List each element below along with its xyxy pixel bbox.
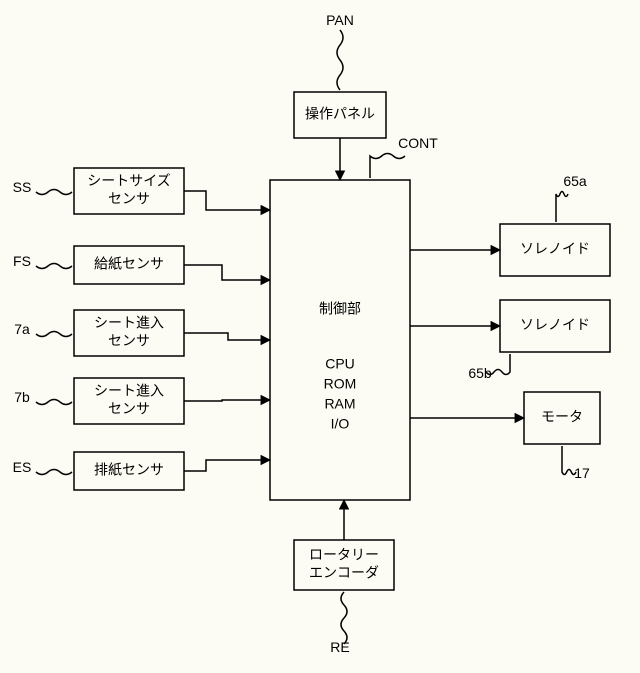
node-rotary: ロータリーエンコーダ [294,540,394,590]
node-left_7a: シート進入センサ [74,310,184,356]
edge [184,460,270,471]
node-left_es: 排紙センサ [74,452,184,490]
leader-es [36,470,72,475]
left_ss-line: シートサイズ [87,173,171,189]
leader-65a [556,192,568,223]
edge [184,400,270,401]
right_17-line: モータ [541,409,583,425]
left_fs-line: 給紙センサ [94,256,164,272]
rotary-line: ロータリー [309,547,379,563]
rotary-line: エンコーダ [309,565,379,581]
edge [184,191,270,210]
leader-cont [370,154,405,179]
label-7b_label: 7b [14,389,30,405]
label-re_label: RE [330,639,349,655]
label-7a_label: 7a [14,321,30,337]
controller-line: CPU [325,356,355,372]
leader-fs [36,264,72,269]
label-r65b_label: 65b [468,365,492,381]
left_ss-line: センサ [108,191,150,207]
right_65b-line: ソレノイド [520,317,590,333]
label-pan_label: PAN [326,12,354,28]
panel-line: 操作パネル [305,106,375,122]
left_7b-line: センサ [108,401,150,417]
node-panel: 操作パネル [294,92,386,138]
node-controller: 制御部 CPU ROM RAM I/O [270,180,410,500]
node-right_17: モータ [524,392,600,444]
edge [184,333,270,340]
controller-title: 制御部 [319,301,361,317]
leader-7b [36,400,72,405]
right_65a-line: ソレノイド [520,241,590,257]
controller-line: I/O [331,416,350,432]
leader-pan [337,30,343,90]
label-ss_label: SS [13,179,32,195]
leader-re [341,592,347,644]
block-diagram: 操作パネル制御部CPUROMRAMI/Oシートサイズセンサ給紙センサシート進入セ… [0,0,640,673]
label-r65a_label: 65a [563,173,587,189]
label-r17_label: 17 [574,465,590,481]
node-left_fs: 給紙センサ [74,246,184,284]
left_7a-line: シート進入 [94,315,164,331]
controller-line: RAM [324,396,355,412]
label-es_label: ES [13,459,32,475]
label-cont_label: CONT [398,135,438,151]
leader-7a [36,332,72,337]
left_7a-line: センサ [108,333,150,349]
node-right_65a: ソレノイド [500,224,610,276]
controller-line: ROM [324,376,357,392]
label-fs_label: FS [13,253,31,269]
left_7b-line: シート進入 [94,383,164,399]
node-left_ss: シートサイズセンサ [74,168,184,214]
left_es-line: 排紙センサ [94,462,164,478]
edge [184,265,270,280]
leader-ss [36,190,72,195]
node-left_7b: シート進入センサ [74,378,184,424]
node-right_65b: ソレノイド [500,300,610,352]
